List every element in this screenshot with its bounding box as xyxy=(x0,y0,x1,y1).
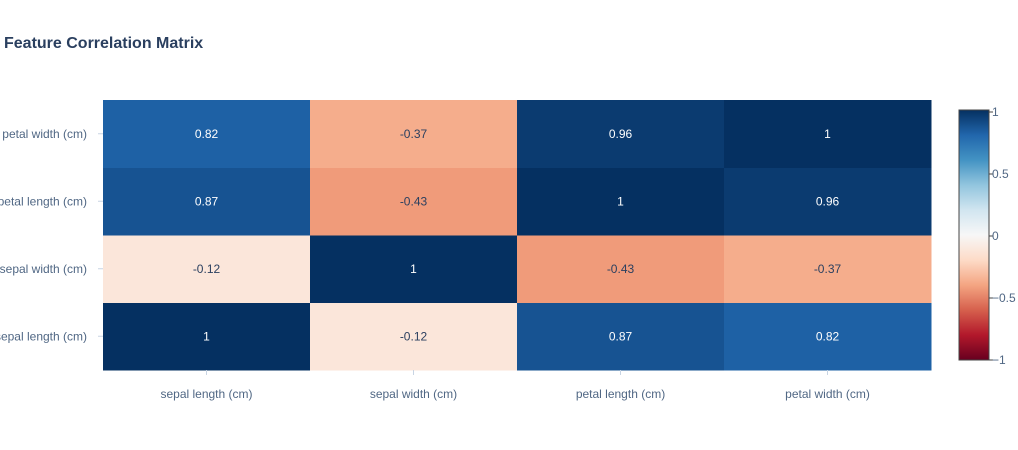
heatmap-cell xyxy=(103,235,311,303)
colorbar-gradient xyxy=(958,109,990,361)
heatmap-cell xyxy=(724,167,932,236)
cell-value-label: 1 xyxy=(410,262,417,276)
heatmap-cell xyxy=(310,167,518,236)
heatmap-cell xyxy=(103,167,311,236)
heatmap-cell xyxy=(517,167,725,236)
heatmap-cell xyxy=(724,100,932,168)
y-tick-label: sepal width (cm) xyxy=(0,262,87,276)
colorbar-tick-label: 0 xyxy=(992,229,999,243)
cell-value-label: 0.82 xyxy=(195,127,219,141)
x-tick-label: sepal length (cm) xyxy=(160,387,252,401)
cell-value-label: -0.37 xyxy=(814,262,842,276)
cell-value-label: 0.87 xyxy=(195,194,219,208)
cell-value-label: -0.37 xyxy=(400,127,428,141)
colorbar-tick-label: 1 xyxy=(992,105,999,119)
x-tick-label: petal width (cm) xyxy=(785,387,870,401)
cell-value-label: 0.96 xyxy=(816,194,840,208)
cell-value-label: 1 xyxy=(203,329,210,343)
heatmap-cell xyxy=(724,235,932,303)
heatmap-cell xyxy=(103,302,311,371)
cell-value-label: -0.43 xyxy=(400,194,428,208)
x-axis-ticks: sepal length (cm) sepal width (cm) petal l… xyxy=(160,370,870,401)
x-tick-label: sepal width (cm) xyxy=(370,387,457,401)
heatmap-cell xyxy=(724,302,932,371)
colorbar-tick-label: 0.5 xyxy=(992,167,1009,181)
heatmap-cell xyxy=(310,100,518,168)
heatmap-cell xyxy=(517,100,725,168)
cell-value-label: 1 xyxy=(824,127,831,141)
cell-value-label: 1 xyxy=(617,194,624,208)
cell-value-label: 0.87 xyxy=(609,329,633,343)
colorbar-tick-label: −1 xyxy=(992,353,1006,367)
y-tick-label: petal length (cm) xyxy=(0,194,87,208)
cell-value-label: 0.82 xyxy=(816,329,840,343)
cell-value-label: 0.96 xyxy=(609,127,633,141)
heatmap-cell xyxy=(310,235,518,303)
y-axis-ticks: sepal length (cm) sepal width (cm) petal l… xyxy=(0,127,103,343)
y-tick-label: petal width (cm) xyxy=(2,127,87,141)
colorbar-tick-label: −0.5 xyxy=(992,291,1016,305)
heatmap-cell xyxy=(310,302,518,371)
chart-title: Feature Correlation Matrix xyxy=(4,35,204,52)
heatmap-cell xyxy=(517,302,725,371)
cell-value-label: -0.12 xyxy=(193,262,221,276)
cell-value-label: -0.12 xyxy=(400,329,428,343)
cell-value-label: -0.43 xyxy=(607,262,635,276)
x-tick-label: petal length (cm) xyxy=(576,387,665,401)
heatmap-cells: 1 -0.12 0.87 0.82 -0.12 1 -0.43 -0.37 0.87 -0.43 1… xyxy=(103,100,932,371)
colorbar: 1 0.5 0 −0.5 −1 xyxy=(958,105,1016,367)
y-tick-label: sepal length (cm) xyxy=(0,329,87,343)
heatmap-cell xyxy=(517,235,725,303)
heatmap-cell xyxy=(103,100,311,168)
